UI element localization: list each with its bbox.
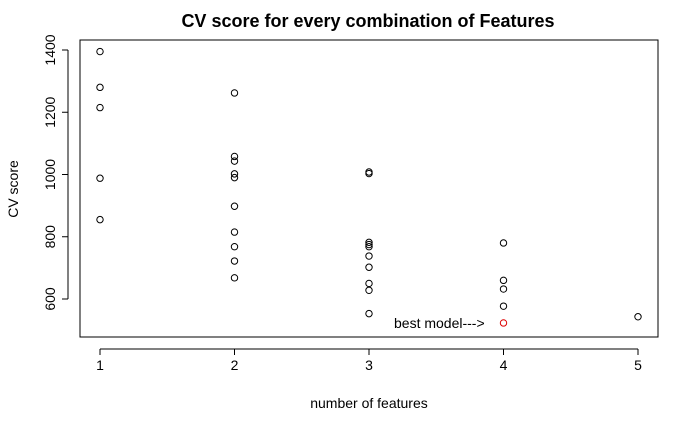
y-tick-label: 800 [42, 225, 58, 249]
data-point [365, 169, 373, 178]
data-point [365, 286, 373, 294]
data-point [499, 276, 508, 285]
data-point [96, 103, 104, 112]
y-tick-label: 600 [42, 287, 58, 311]
x-tick-label: 1 [96, 357, 104, 373]
annotations: best model---> [394, 315, 485, 331]
data-points [96, 47, 642, 327]
data-point [499, 285, 508, 293]
data-point [499, 239, 508, 247]
data-point [230, 152, 239, 161]
x-axis: 1 2 3 4 5 [96, 348, 642, 373]
y-axis: 600 800 1000 1200 1400 [42, 34, 69, 311]
data-point [499, 302, 508, 310]
x-tick-label: 5 [634, 357, 642, 373]
data-point [230, 89, 239, 97]
data-point [230, 257, 239, 265]
data-point [365, 309, 373, 318]
plot-frame [79, 39, 659, 338]
data-point [365, 263, 373, 271]
chart-title: CV score for every combination of Featur… [181, 11, 554, 31]
x-axis-label: number of features [310, 395, 428, 411]
data-point [230, 228, 239, 236]
x-tick-label: 4 [500, 357, 508, 373]
data-point [230, 173, 239, 182]
best-model-annotation: best model---> [394, 315, 485, 331]
data-point [365, 279, 373, 288]
data-point [499, 319, 508, 327]
x-tick-label: 2 [231, 357, 239, 373]
x-tick-label: 3 [365, 357, 373, 373]
y-tick-label: 1400 [42, 34, 58, 65]
data-point [230, 157, 239, 165]
data-point [96, 215, 104, 224]
data-point [365, 238, 373, 247]
y-tick-label: 1000 [42, 159, 58, 190]
data-point [96, 47, 104, 56]
data-point [365, 240, 373, 249]
y-tick-label: 1200 [42, 96, 58, 127]
data-point [365, 252, 373, 260]
data-point [365, 243, 373, 251]
y-axis-label: CV score [5, 160, 21, 218]
data-point [230, 202, 239, 210]
data-point [230, 170, 239, 178]
data-point [96, 174, 104, 182]
data-point [96, 83, 104, 92]
data-point [634, 313, 642, 321]
data-point [230, 243, 239, 251]
data-point [230, 274, 239, 282]
